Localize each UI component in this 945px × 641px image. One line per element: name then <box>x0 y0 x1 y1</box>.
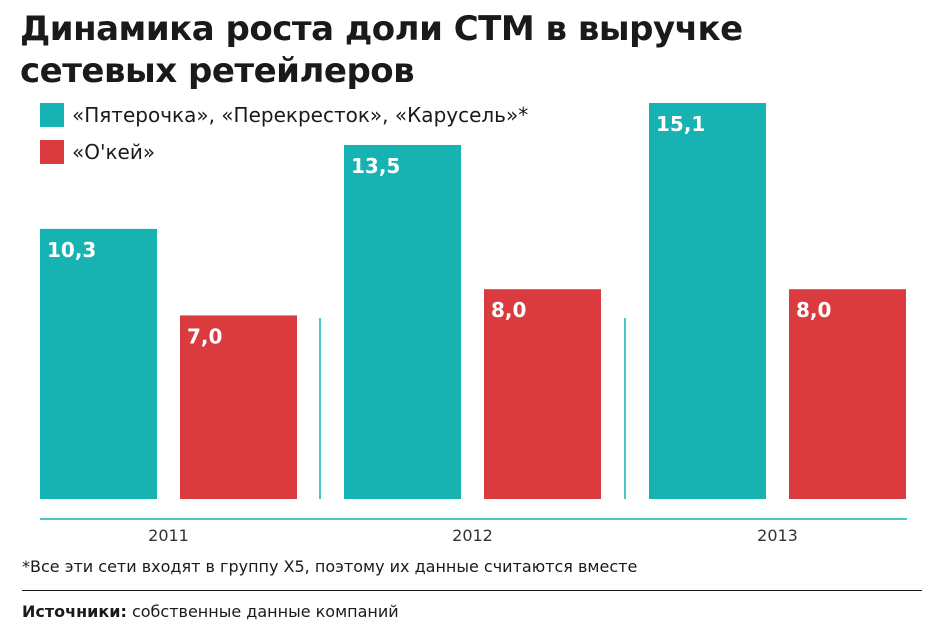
x-tick-label-2012: 2012 <box>452 526 493 545</box>
bar-x5-2012 <box>344 144 461 499</box>
group-dividers <box>319 318 626 499</box>
chart-title-line-2: сетевых ретейлеров <box>20 51 415 91</box>
source-note: Источники: собственные данные компаний <box>22 602 399 621</box>
footnote: *Все эти сети входят в группу Х5, поэтом… <box>22 557 638 576</box>
bar-x5-2013 <box>649 103 766 499</box>
bar-okey-2011 <box>180 315 297 499</box>
source-text: собственные данные компаний <box>126 602 399 621</box>
bar-value-label-x5-2012: 13,5 <box>351 154 400 178</box>
legend-item-okey: «О'кей» <box>40 139 528 165</box>
chart-title: Динамика роста доли СТМ в выручке сетевы… <box>20 8 920 92</box>
x-tick-label-2011: 2011 <box>148 526 189 545</box>
bars-group: 10,3 7,0 13,5 8,0 15,1 8,0 <box>40 103 906 499</box>
bar-value-label-x5-2013: 15,1 <box>656 112 705 136</box>
legend-swatch-okey <box>40 140 64 164</box>
divider-line <box>22 590 922 591</box>
legend: «Пятерочка», «Перекресток», «Карусель»* … <box>40 102 528 176</box>
legend-swatch-x5 <box>40 103 64 127</box>
bar-value-label-okey-2012: 8,0 <box>491 298 526 322</box>
x-tick-labels: 2011 2012 2013 <box>148 526 798 545</box>
legend-label-x5: «Пятерочка», «Перекресток», «Карусель»* <box>72 103 529 127</box>
bar-okey-2012 <box>484 289 601 499</box>
legend-label-okey: «О'кей» <box>72 140 156 164</box>
bar-value-label-okey-2013: 8,0 <box>796 298 831 322</box>
legend-item-x5: «Пятерочка», «Перекресток», «Карусель»* <box>40 102 528 128</box>
x-tick-label-2013: 2013 <box>757 526 798 545</box>
bar-value-label-x5-2011: 10,3 <box>47 238 96 262</box>
bar-value-label-okey-2011: 7,0 <box>187 324 222 348</box>
bar-okey-2013 <box>789 289 906 499</box>
bar-x5-2011 <box>40 228 157 499</box>
source-label: Источники: <box>22 602 127 621</box>
chart-title-line-1: Динамика роста доли СТМ в выручке <box>20 9 743 49</box>
